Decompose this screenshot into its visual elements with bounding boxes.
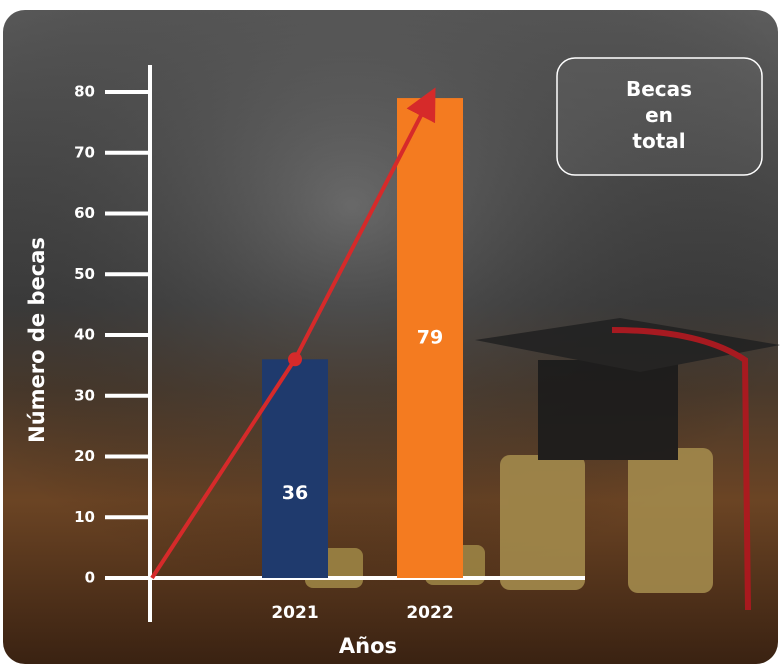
- y-tick-label: 80: [74, 83, 95, 101]
- page: Becasentotal Número de becas Años 010203…: [0, 0, 781, 667]
- x-axis-label: Años: [339, 634, 397, 658]
- y-axis-label: Número de becas: [25, 237, 49, 443]
- y-tick-label: 0: [85, 569, 95, 587]
- y-tick-label: 70: [74, 143, 95, 161]
- x-tick-label: 2021: [271, 603, 318, 623]
- x-tick-label: 2022: [406, 603, 453, 623]
- y-tick-label: 60: [74, 204, 95, 222]
- value-label: 79: [417, 327, 443, 349]
- y-tick-label: 10: [74, 508, 95, 526]
- y-tick-label: 20: [74, 447, 95, 465]
- y-tick-label: 40: [74, 326, 95, 344]
- trend-point: [288, 352, 302, 366]
- chart: Becasentotal Número de becas Años 010203…: [0, 0, 781, 667]
- value-label: 36: [282, 482, 308, 504]
- y-tick-label: 30: [74, 386, 95, 404]
- y-tick-label: 50: [74, 265, 95, 283]
